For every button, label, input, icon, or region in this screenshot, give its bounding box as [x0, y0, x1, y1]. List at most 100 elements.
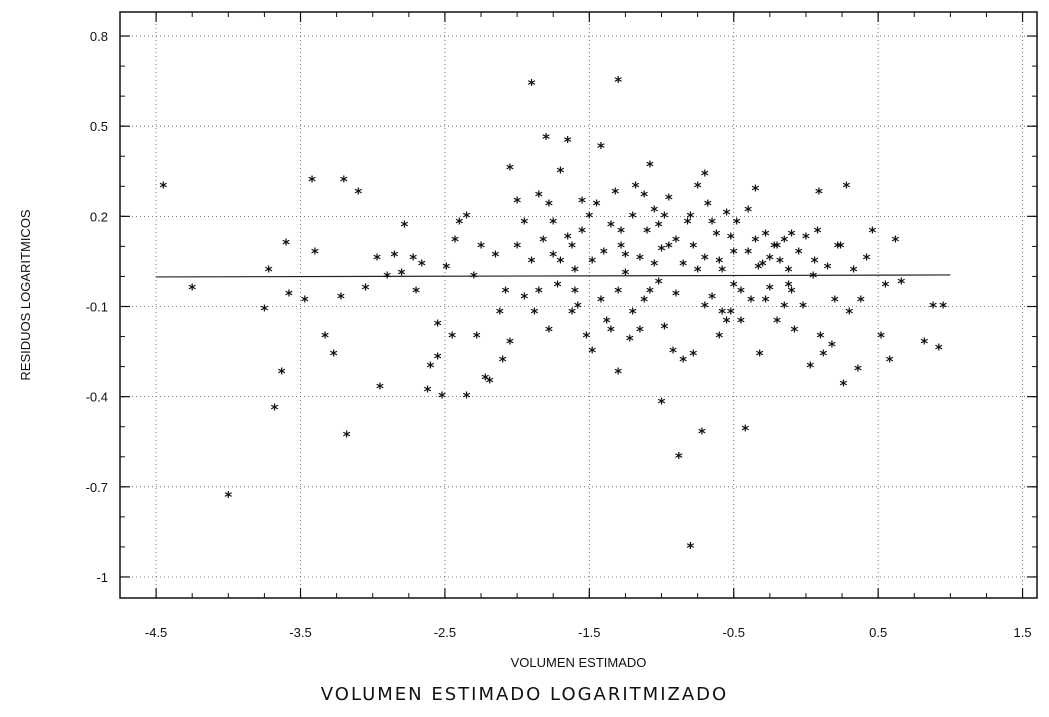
data-point: * [409, 250, 417, 268]
data-point: * [549, 214, 557, 232]
data-point: * [834, 238, 842, 256]
x-axis-ticks: -4.5 -3.5 -2.5 -1.5 -0.5 0.5 1.5 [119, 12, 1032, 640]
data-point: * [780, 299, 788, 317]
data-point: * [689, 238, 697, 256]
data-point: * [159, 178, 167, 196]
data-point: * [708, 214, 716, 232]
data-point: * [770, 238, 778, 256]
data-point: * [788, 283, 796, 301]
data-point: * [686, 539, 694, 557]
y-tick-label: -0.4 [86, 390, 108, 405]
data-point: * [788, 226, 796, 244]
data-points: ********* *************** ****** **********… [159, 73, 947, 557]
data-point: * [741, 422, 749, 440]
data-point: * [188, 280, 196, 298]
data-point: * [622, 247, 630, 265]
data-point: * [828, 338, 836, 356]
data-point: * [617, 223, 625, 241]
data-point: * [545, 196, 553, 214]
data-point: * [733, 214, 741, 232]
data-point: * [583, 329, 591, 347]
data-point: * [354, 184, 362, 202]
data-point: * [629, 305, 637, 323]
data-point: * [939, 299, 947, 317]
x-tick-label: -0.5 [723, 625, 745, 640]
data-point: * [545, 323, 553, 341]
data-point: * [531, 305, 539, 323]
data-point: * [881, 277, 889, 295]
data-point: * [513, 193, 521, 211]
data-point: * [376, 380, 384, 398]
data-point: * [473, 329, 481, 347]
x-tick-label: -3.5 [289, 625, 311, 640]
data-point: * [549, 247, 557, 265]
data-point: * [557, 253, 565, 271]
data-point: * [470, 268, 478, 286]
data-point: * [528, 253, 536, 271]
data-point: * [614, 73, 622, 91]
data-point: * [568, 238, 576, 256]
data-point: * [686, 208, 694, 226]
data-point: * [814, 223, 822, 241]
data-point: * [340, 172, 348, 190]
data-point: * [759, 256, 767, 274]
data-point: * [684, 214, 692, 232]
data-point: * [571, 283, 579, 301]
data-point: * [689, 347, 697, 365]
data-point: * [780, 232, 788, 250]
data-point: * [646, 283, 654, 301]
x-tick-label: -1.5 [578, 625, 600, 640]
data-point: * [383, 268, 391, 286]
data-point: * [665, 190, 673, 208]
x-tick-label: -4.5 [145, 625, 167, 640]
data-point: * [650, 202, 658, 220]
data-point: * [574, 299, 582, 317]
data-point: * [539, 232, 547, 250]
data-point: * [390, 247, 398, 265]
data-point: * [640, 292, 648, 310]
y-tick-label: -0.1 [86, 300, 108, 315]
data-point: * [712, 226, 720, 244]
data-point: * [643, 223, 651, 241]
data-point: * [658, 241, 666, 259]
data-point: * [708, 289, 716, 307]
data-point: * [463, 208, 471, 226]
y-axis-ticks: 0.8 0.5 0.2 -0.1 -0.4 -0.7 -1 [86, 29, 1037, 585]
x-tick-label: -2.5 [434, 625, 456, 640]
data-point: * [535, 283, 543, 301]
data-point: * [434, 350, 442, 368]
data-point: * [886, 353, 894, 371]
data-point: * [496, 305, 504, 323]
data-point: * [373, 250, 381, 268]
data-point: * [920, 335, 928, 353]
data-point: * [513, 238, 521, 256]
data-point: * [486, 374, 494, 392]
data-point: * [754, 259, 762, 277]
data-point: * [650, 256, 658, 274]
data-point: * [451, 232, 459, 250]
data-point: * [679, 353, 687, 371]
data-point: * [694, 262, 702, 280]
data-point: * [626, 332, 634, 350]
data-point: * [727, 305, 735, 323]
data-point: * [492, 247, 500, 265]
data-point: * [520, 214, 528, 232]
data-point: * [718, 305, 726, 323]
data-point: * [607, 217, 615, 235]
data-point: * [640, 187, 648, 205]
data-point: * [578, 223, 586, 241]
data-point: * [766, 280, 774, 298]
data-point: * [744, 202, 752, 220]
data-point: * [892, 232, 900, 250]
data-point: * [438, 389, 446, 407]
data-point: * [337, 289, 345, 307]
data-point: * [698, 425, 706, 443]
data-point: * [499, 353, 507, 371]
data-point: * [585, 208, 593, 226]
data-point: * [330, 347, 338, 365]
zero-reference-line [156, 274, 951, 278]
data-point: * [723, 205, 731, 223]
data-point: * [701, 250, 709, 268]
data-point: * [542, 130, 550, 148]
data-point: * [756, 347, 764, 365]
